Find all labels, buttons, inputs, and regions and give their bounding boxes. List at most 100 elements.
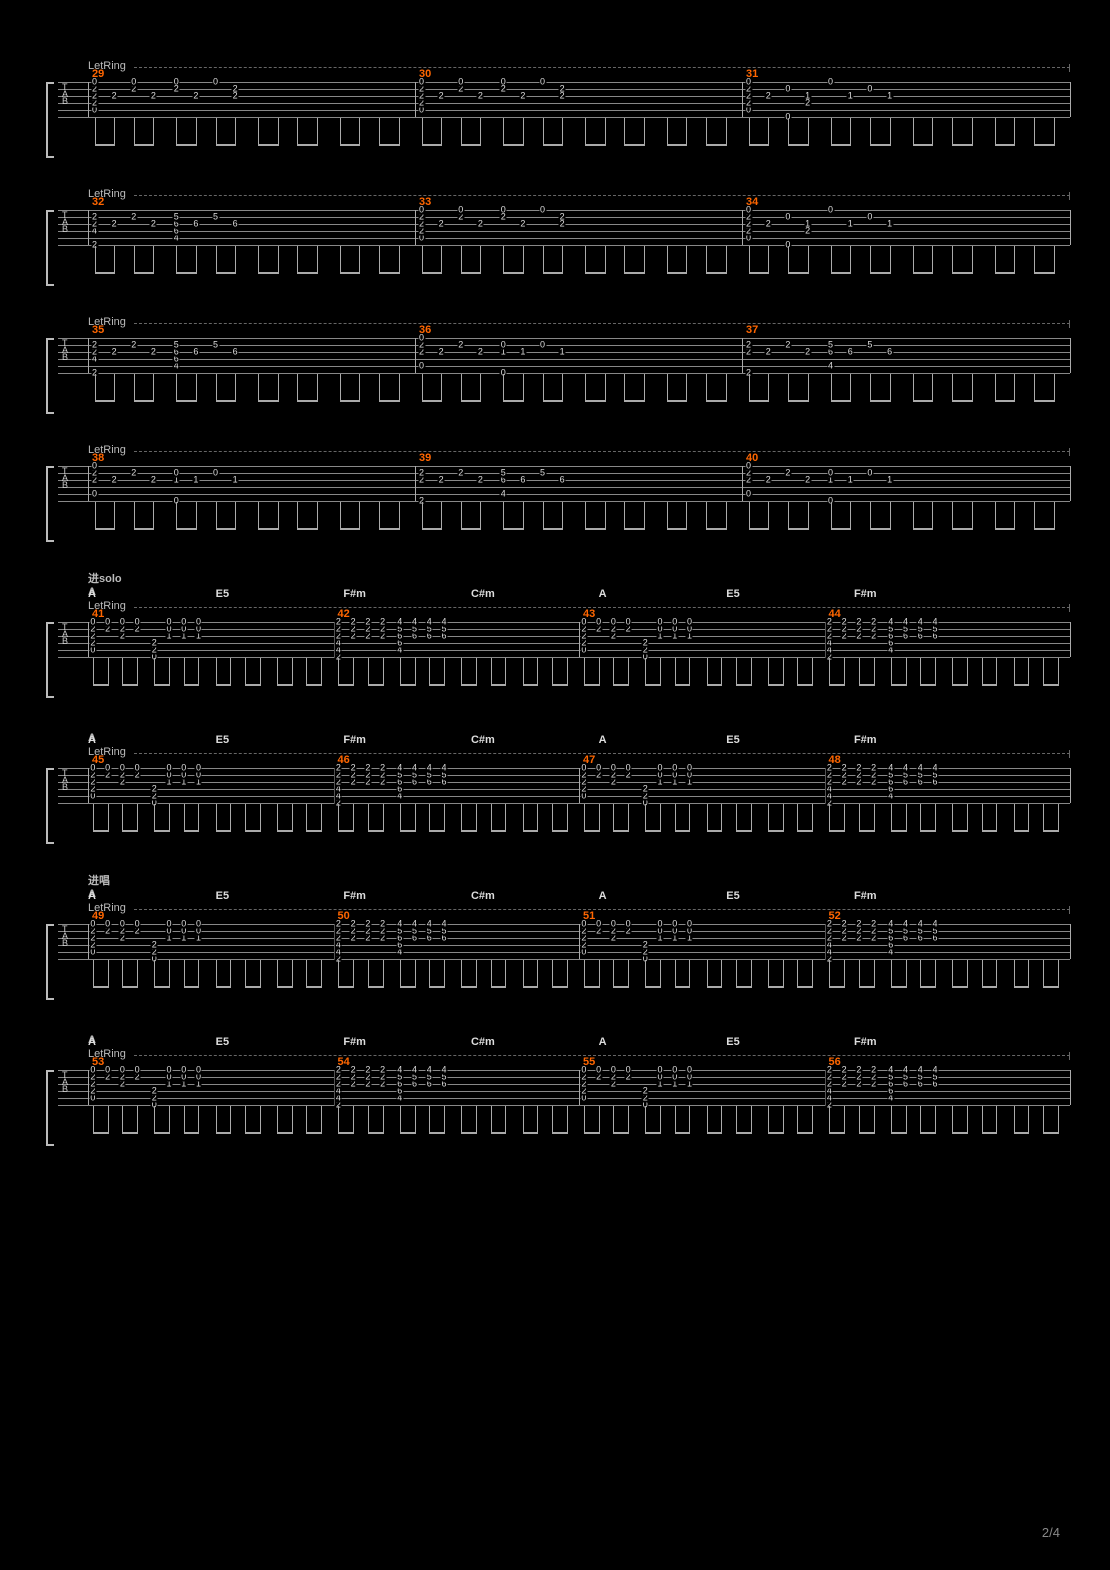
beam: [368, 986, 383, 988]
note-stem: [359, 374, 360, 402]
fret-number: 0: [866, 469, 873, 478]
fret-number: 2: [151, 639, 158, 648]
beam: [461, 1132, 476, 1134]
fret-number: 2: [111, 220, 118, 229]
beam: [952, 400, 972, 402]
let-ring-line: [134, 607, 1070, 608]
note-stem: [686, 118, 687, 146]
note-stem: [1014, 118, 1015, 146]
fret-number: 0: [119, 618, 126, 627]
note-stem: [429, 804, 430, 832]
beam: [429, 986, 444, 988]
note-stem: [537, 960, 538, 988]
note-stem: [567, 1106, 568, 1134]
fret-number: 2: [438, 476, 445, 485]
stem-layer: [88, 118, 1070, 158]
beam: [95, 528, 115, 530]
fret-number: 0: [686, 1066, 693, 1075]
note-stem: [624, 502, 625, 530]
note-stem: [605, 502, 606, 530]
note-stem: [707, 804, 708, 832]
fret-number: 4: [396, 1066, 403, 1075]
beam: [829, 684, 844, 686]
note-stem: [1034, 118, 1035, 146]
beam: [429, 1132, 444, 1134]
system-bracket-icon: [40, 1058, 58, 1106]
note-stem: [736, 1106, 737, 1134]
tab-clef: T A B: [58, 70, 88, 118]
note-stem: [278, 374, 279, 402]
note-stem: [768, 374, 769, 402]
system-header: AAE5F#mC#mAE5F#mLetRing: [88, 1020, 1070, 1058]
note-stem: [783, 1106, 784, 1134]
beam: [613, 830, 628, 832]
note-stem: [537, 1106, 538, 1134]
note-stem: [552, 1106, 553, 1134]
note-stem: [829, 804, 830, 832]
barline: [742, 466, 743, 501]
note-stem: [1034, 374, 1035, 402]
note-stem: [891, 960, 892, 988]
note-stem: [383, 658, 384, 686]
note-stem: [562, 502, 563, 530]
string-line: [88, 366, 1070, 367]
note-stem: [480, 246, 481, 274]
fret-number: 4: [411, 920, 418, 929]
beam: [913, 272, 933, 274]
note-stem: [667, 246, 668, 274]
fret-number: 2: [826, 764, 833, 773]
note-stem: [751, 804, 752, 832]
note-stem: [913, 502, 914, 530]
note-stem: [982, 658, 983, 686]
note-stem: [706, 118, 707, 146]
note-stem: [93, 960, 94, 988]
note-stem: [906, 804, 907, 832]
fret-number: 0: [195, 1066, 202, 1075]
beam: [552, 830, 567, 832]
note-stem: [599, 804, 600, 832]
beam: [491, 986, 506, 988]
note-stem: [93, 804, 94, 832]
fret-number: 4: [931, 764, 938, 773]
staff-row: T A B29022202202022022300222022020220223…: [40, 70, 1070, 118]
note-stem: [176, 502, 177, 530]
beam: [184, 1132, 199, 1134]
fret-number: 2: [784, 469, 791, 478]
note-stem: [844, 804, 845, 832]
note-stem: [137, 804, 138, 832]
note-stem: [480, 118, 481, 146]
beam: [176, 144, 196, 146]
note-stem: [154, 960, 155, 988]
beam: [645, 986, 660, 988]
note-stem: [952, 118, 953, 146]
note-stem: [1028, 1106, 1029, 1134]
fret-number: 1: [847, 476, 854, 485]
note-stem: [198, 804, 199, 832]
fret-number: 0: [580, 618, 587, 627]
note-stem: [689, 658, 690, 686]
beam: [952, 986, 967, 988]
fret-number: 2: [855, 920, 862, 929]
stem-layer: [88, 960, 1070, 1000]
stem-layer: [88, 658, 1070, 698]
beam: [859, 1132, 874, 1134]
fret-number: 4: [440, 764, 447, 773]
note-stem: [967, 658, 968, 686]
beam: [491, 1132, 506, 1134]
note-stem: [645, 658, 646, 686]
note-stem: [321, 960, 322, 988]
fret-number: 2: [151, 941, 158, 950]
note-stem: [972, 374, 973, 402]
beam: [707, 1132, 722, 1134]
chord-label: F#m: [343, 890, 366, 902]
beam: [624, 528, 644, 530]
fret-number: 2: [804, 99, 811, 108]
system-header: 进soloAAE5F#mC#mAE5F#mLetRing: [88, 562, 1070, 610]
note-stem: [353, 804, 354, 832]
note-stem: [108, 1106, 109, 1134]
beam: [645, 1132, 660, 1134]
note-stem: [258, 374, 259, 402]
note-stem: [1058, 1106, 1059, 1134]
note-stem: [340, 502, 341, 530]
note-stem: [721, 1106, 722, 1134]
